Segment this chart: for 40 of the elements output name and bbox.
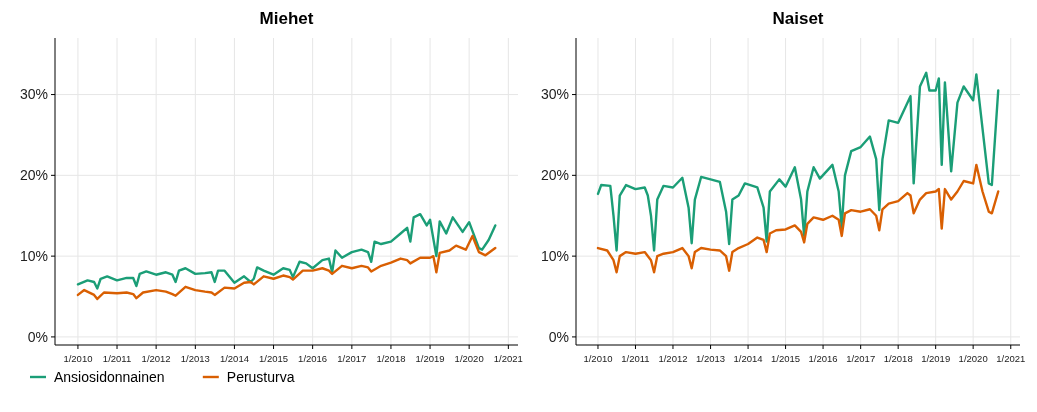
x-tick-label: 1/2011: [102, 353, 132, 364]
line-series: [596, 163, 1000, 274]
y-tick-label: 0%: [27, 328, 48, 345]
x-tick-label: 1/2016: [298, 353, 328, 364]
x-tick-label: 1/2013: [696, 353, 726, 364]
y-tick-label: 0%: [548, 328, 569, 345]
legend-label: Ansiosidonnainen: [54, 368, 165, 385]
x-tick-label: 1/2011: [621, 353, 650, 364]
x-tick-label: 1/2014: [733, 353, 763, 364]
x-tick-label: 1/2013: [180, 353, 210, 364]
x-tick-label: 1/2018: [883, 353, 913, 364]
line-series: [76, 234, 497, 301]
x-tick-label: 1/2021: [493, 353, 523, 364]
x-tick-label: 1/2020: [454, 353, 484, 364]
x-tick-label: 1/2017: [846, 353, 876, 364]
y-tick-label: 30%: [540, 86, 569, 103]
x-tick-label: 1/2012: [658, 353, 688, 364]
y-tick-label: 10%: [540, 248, 569, 265]
y-tick-label: 20%: [19, 167, 48, 184]
line-series: [596, 71, 1000, 252]
x-tick-label: 1/2012: [141, 353, 171, 364]
x-tick-label: 1/2014: [219, 353, 249, 364]
x-tick-label: 1/2015: [259, 353, 289, 364]
x-tick-label: 1/2017: [337, 353, 367, 364]
legend-label: Perusturva: [226, 368, 295, 385]
chart-title: Naiset: [772, 9, 824, 28]
y-tick-label: 20%: [540, 167, 569, 184]
y-tick-label: 10%: [19, 248, 48, 265]
x-tick-label: 1/2018: [376, 353, 406, 364]
chart-title: Miehet: [259, 9, 314, 28]
x-tick-label: 1/2020: [958, 353, 988, 364]
x-tick-label: 1/2010: [63, 353, 93, 364]
x-tick-label: 1/2016: [808, 353, 838, 364]
line-series: [76, 212, 497, 290]
y-tick-label: 30%: [19, 86, 48, 103]
x-tick-label: 1/2019: [415, 353, 445, 364]
x-tick-label: 1/2010: [583, 353, 613, 364]
x-tick-label: 1/2021: [996, 353, 1026, 364]
x-tick-label: 1/2019: [921, 353, 951, 364]
x-tick-label: 1/2015: [771, 353, 801, 364]
